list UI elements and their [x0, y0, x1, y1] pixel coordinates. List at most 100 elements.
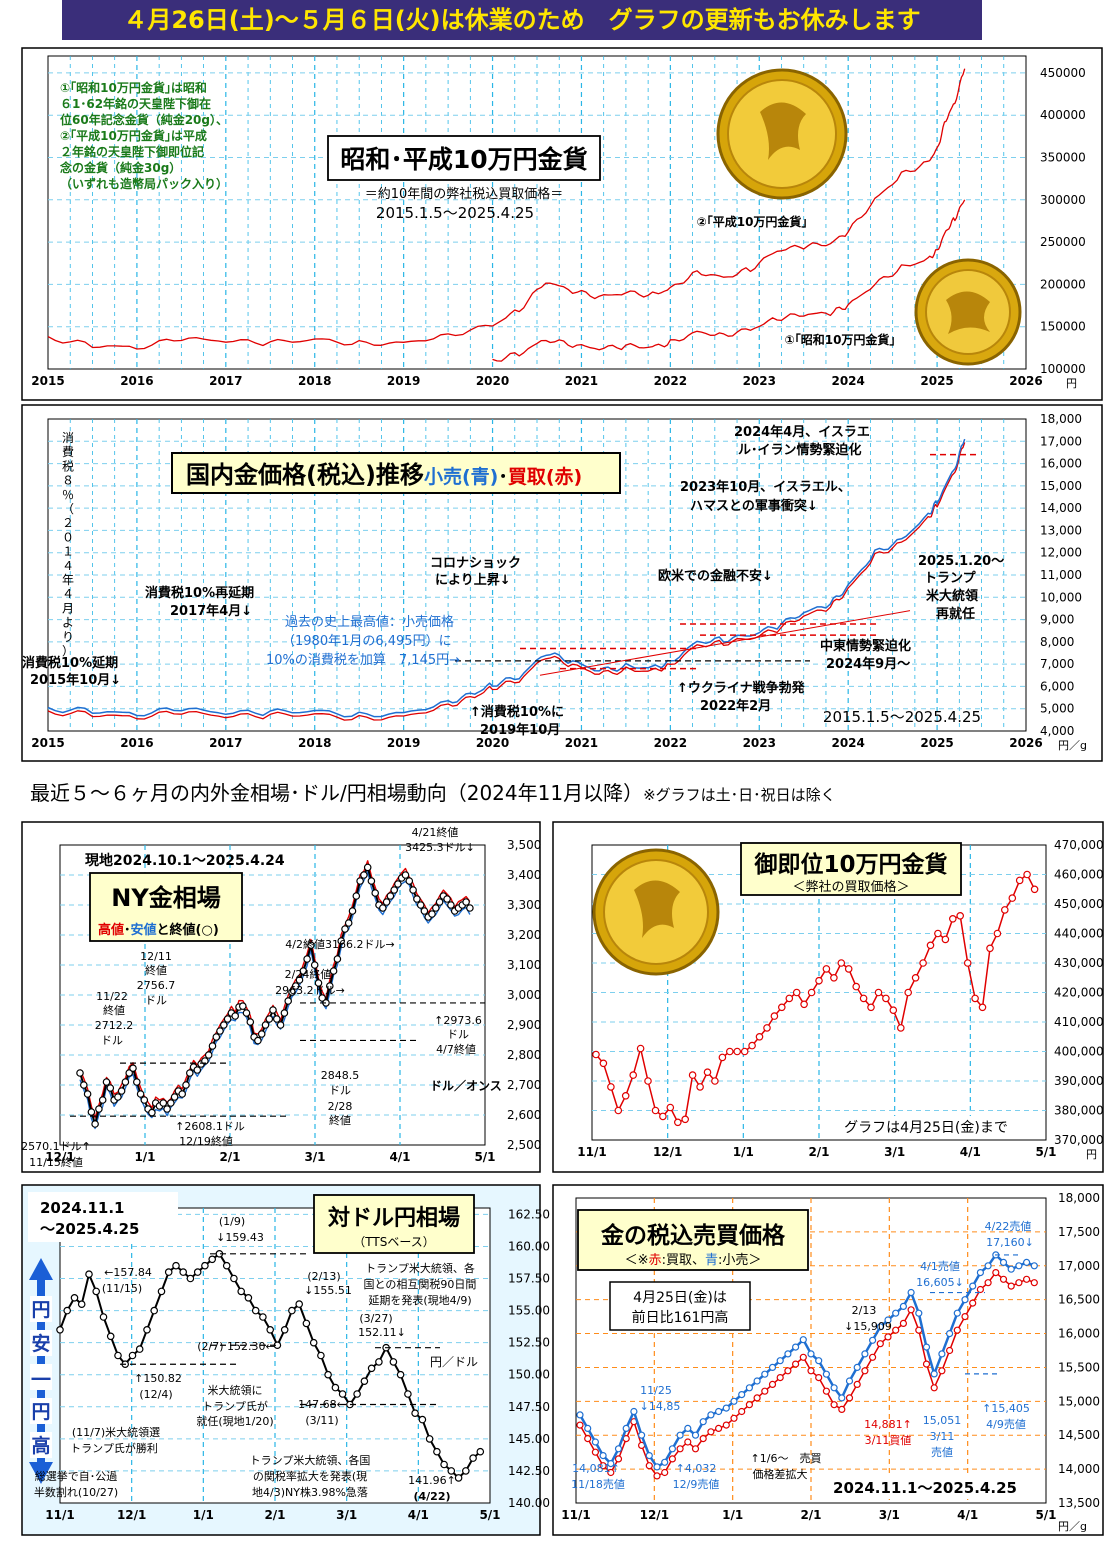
data-point: [179, 1268, 188, 1276]
info-line: 前日比161円高: [632, 1309, 729, 1326]
title-box: [89, 872, 243, 942]
y-tick-label: 15,000: [1058, 1394, 1100, 1408]
data-point: [259, 1313, 267, 1321]
notice-banner: [62, 0, 982, 40]
buy-point: [976, 1285, 985, 1294]
data-point: [777, 1003, 786, 1012]
annotation: (11/15): [102, 1282, 142, 1295]
annotation: 中東情勢緊迫化: [820, 638, 911, 654]
chart-subtitle: （TTSベース）: [353, 1235, 434, 1249]
side-char: ―: [32, 1367, 51, 1389]
y-tick-label: 12,000: [1040, 546, 1082, 560]
side-char: 円: [31, 1299, 50, 1321]
close-point: [193, 1066, 202, 1074]
data-point: [926, 941, 935, 950]
annotation: 2/24終値: [285, 967, 332, 981]
note-line: ６1･62年銘の天皇陛下御在: [60, 96, 211, 111]
data-point: [440, 1460, 448, 1469]
retail-point: [591, 1438, 600, 1446]
x-tick-label: 2021: [565, 736, 598, 750]
data-point: [651, 1106, 660, 1115]
x-tick-label: 2015: [31, 374, 64, 388]
series-line-retail: [47, 438, 966, 718]
series-label: ①｢昭和10万円金貨｣: [785, 332, 896, 347]
close-point: [337, 937, 346, 945]
data-point: [201, 1261, 209, 1270]
x-tick-label: 2/1: [800, 1508, 821, 1522]
y-tick-label: 3,100: [507, 958, 541, 972]
retail-point: [584, 1424, 592, 1433]
title-box: [740, 842, 962, 896]
chart-coin10y: 2015 2016 2017 2018 2019 2020 2021 2022 2023 2024…: [31, 55, 1086, 390]
close-point: [261, 1021, 270, 1029]
y-tick-label: 10,000: [1040, 590, 1082, 604]
retail-point: [969, 1282, 977, 1290]
annotation: 147.68←: [298, 1398, 346, 1411]
data-point: [740, 1047, 749, 1056]
close-point: [216, 1027, 224, 1035]
retail-point: [684, 1424, 692, 1433]
data-point: [164, 1268, 173, 1276]
close-point: [204, 1051, 213, 1059]
retail-point: [807, 1350, 815, 1358]
y-tick-label: 2,600: [507, 1108, 541, 1122]
data-point: [288, 1306, 296, 1315]
annotation: (11/7)米大統領選: [72, 1425, 160, 1439]
data-point: [636, 1044, 645, 1053]
phoenix-shape: [760, 102, 806, 160]
data-point: [867, 1003, 875, 1012]
title-box: [577, 1209, 809, 1271]
annotation: ドル: [447, 1028, 469, 1041]
data-point: [621, 1092, 630, 1100]
annotation: 4/7終値: [436, 1042, 476, 1056]
y-tick-label: 162.50: [508, 1207, 550, 1221]
retail-point: [738, 1390, 746, 1399]
close-point: [231, 1012, 240, 1020]
y-tick-label: 17,000: [1040, 434, 1082, 448]
retail-point: [961, 1296, 969, 1304]
close-point: [360, 871, 368, 879]
retail-point: [614, 1445, 623, 1453]
y-tick-label: 14,000: [1058, 1462, 1100, 1476]
x-tick-label: 2022: [654, 736, 687, 750]
charts-layer: 2015 2016 2017 2018 2019 2020 2021 2022 2023 2024…: [21, 55, 1104, 1533]
buy-point: [1015, 1279, 1023, 1287]
data-point: [208, 1255, 217, 1264]
x-tick-label: 2025: [920, 374, 953, 388]
annotation: 消費税10%再延期: [145, 585, 254, 601]
buy-point: [668, 1455, 677, 1463]
x-tick-label: 2/1: [264, 1508, 285, 1522]
close-point: [163, 1105, 171, 1113]
close-point: [276, 1021, 285, 1029]
annotation: 終値: [145, 963, 167, 977]
data-point: [911, 973, 920, 982]
annotation: の関税率拡大を発表(現: [253, 1469, 367, 1483]
close-point: [420, 907, 429, 915]
annotation: (2/7) 152.30←: [197, 1340, 275, 1353]
data-point: [1008, 894, 1017, 902]
data-point: [237, 1287, 246, 1296]
y-tick-label: 470,000: [1054, 838, 1104, 852]
data-point: [948, 914, 957, 923]
annotation: 2025.1.20～: [918, 554, 1004, 569]
data-point: [807, 988, 816, 997]
x-tick-label: 1/1: [733, 1145, 754, 1159]
y-tick-label: 2,800: [507, 1048, 541, 1062]
chart-period: 現地2024.10.1～2025.4.24: [85, 852, 285, 869]
buy-point: [999, 1275, 1008, 1283]
data-point: [852, 982, 861, 991]
trend-line: [539, 610, 911, 676]
x-tick-label: 3/1: [304, 1150, 325, 1164]
side-char: 円: [31, 1401, 50, 1423]
buy-point: [738, 1407, 746, 1416]
data-point: [644, 1077, 652, 1085]
buy-point: [784, 1367, 792, 1375]
annotation: ↑1/6～ 売買: [751, 1452, 822, 1465]
annotation: 4/2終値3166.2ドル→: [285, 937, 394, 951]
data-point: [822, 965, 831, 973]
data-point: [324, 1370, 332, 1379]
note-line: ②｢平成10万円金貨｣は平成: [60, 128, 207, 143]
x-tick-label: 4/1: [389, 1150, 410, 1164]
annotation: 過去の史上最高値：小売価格: [285, 614, 454, 630]
chart-period: 2024.11.1: [40, 1199, 124, 1217]
